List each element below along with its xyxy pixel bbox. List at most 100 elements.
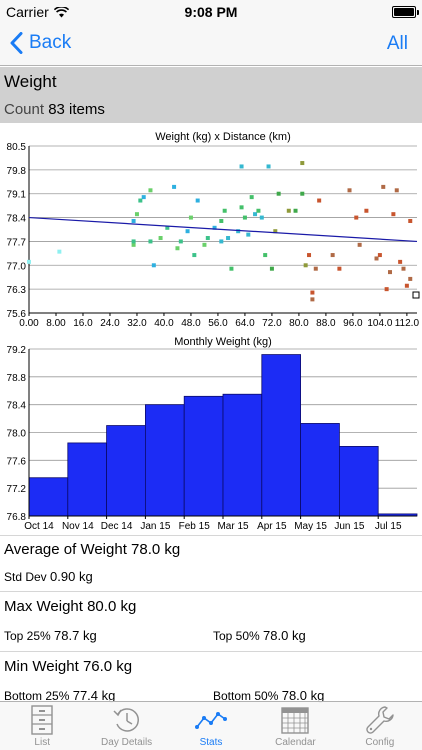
bottom50-label: Bottom 50% 78.0 kg	[213, 688, 324, 703]
scatter-x-tick: 32.0	[127, 318, 147, 329]
scatter-x-tick: 88.0	[316, 318, 336, 329]
scatter-point	[408, 218, 413, 223]
scatter-point	[131, 242, 136, 247]
scatter-point	[212, 225, 217, 230]
scatter-x-tick: 24.0	[100, 318, 120, 329]
tab-stats[interactable]: Stats	[169, 702, 253, 750]
bar-title: Monthly Weight (kg)	[174, 336, 272, 348]
bar-x-tick: Jun 15	[334, 521, 364, 532]
bar-x-tick: Jan 15	[140, 521, 170, 532]
status-bar: Carrier 9:08 PM	[0, 0, 422, 24]
count-prefix: Count	[4, 101, 45, 118]
scatter-point	[266, 164, 271, 169]
scatter-chart: Weight (kg) x Distance (km) 80.5 79.8 79.1 7…	[0, 124, 422, 330]
scatter-y-tick: 76.3	[7, 285, 27, 296]
scatter-point	[236, 229, 241, 234]
battery-icon	[392, 6, 419, 18]
tab-stats-label: Stats	[199, 737, 223, 748]
scatter-point	[313, 266, 318, 271]
bar	[28, 477, 69, 517]
scatter-point	[239, 205, 244, 210]
scatter-point	[229, 266, 234, 271]
scatter-point	[384, 287, 389, 292]
bar-y-tick: 77.6	[7, 456, 27, 467]
scatter-point	[178, 239, 183, 244]
bar	[261, 354, 301, 517]
scatter-x-tick: 80.0	[289, 318, 309, 329]
bar-y-tick: 77.2	[7, 484, 27, 495]
scatter-point	[148, 239, 153, 244]
std-dev-label: Std Dev 0.90 kg	[4, 569, 93, 584]
scatter-x-tick: 96.0	[343, 318, 363, 329]
scatter-point	[317, 198, 322, 203]
tab-calendar[interactable]: Calendar	[253, 702, 337, 750]
bar-x-tick: May 15	[294, 521, 327, 532]
average-label-text: Average of Weight	[4, 541, 127, 558]
scatter-point	[374, 256, 379, 261]
scatter-x-tick: 40.0	[154, 318, 174, 329]
scatter-y-tick: 78.4	[7, 214, 27, 225]
top25-label-text: Top 25%	[4, 629, 51, 643]
bottom25-label-text: Bottom 25%	[4, 689, 70, 703]
wifi-icon	[53, 6, 69, 17]
scatter-point	[310, 297, 315, 302]
scatter-point	[401, 266, 406, 271]
scatter-point	[239, 164, 244, 169]
scatter-point	[300, 191, 305, 196]
scatter-point	[398, 259, 403, 264]
scatter-point	[300, 161, 305, 166]
scatter-trendline	[28, 216, 418, 243]
scatter-x-tick: 56.0	[208, 318, 228, 329]
tab-list[interactable]: List	[0, 702, 84, 750]
scatter-point	[347, 188, 352, 193]
cabinet-icon	[31, 705, 53, 735]
max-row: Max Weight 80.0 kg	[0, 591, 422, 621]
chevron-left-icon	[10, 32, 23, 54]
scatter-marker-box	[412, 291, 420, 299]
scatter-x-tick: 16.0	[73, 318, 93, 329]
scatter-point	[219, 239, 224, 244]
scatter-point	[256, 208, 261, 213]
scatter-y-tick: 79.1	[7, 190, 27, 201]
bar	[144, 404, 185, 517]
scatter-point	[195, 198, 200, 203]
scatter-point	[185, 229, 190, 234]
min-row: Min Weight 76.0 kg	[0, 651, 422, 679]
calendar-icon	[281, 707, 310, 734]
scatter-point	[172, 184, 177, 189]
tab-day-details[interactable]: Day Details	[84, 702, 168, 750]
clock-icon	[113, 708, 139, 732]
tab-config[interactable]: Config	[338, 702, 422, 750]
scatter-y-tick: 77.0	[7, 261, 27, 272]
scatter-point	[205, 236, 210, 241]
tab-config-label: Config	[365, 737, 395, 748]
bar-chart-svg: Monthly Weight (kg) 79.2 78.8 78.4 78.0 77.6 7…	[7, 336, 418, 532]
scatter-point	[286, 208, 291, 213]
std-dev-label-text: Std Dev	[4, 570, 47, 584]
bar-y-tick: 78.4	[7, 401, 27, 412]
tab-day-details-label: Day Details	[101, 737, 153, 748]
scatter-point	[188, 215, 193, 220]
scatter-point	[357, 242, 362, 247]
bar-x-tick: Feb 15	[179, 521, 211, 532]
scatter-point	[192, 253, 197, 258]
average-label: Average of Weight 78.0 kg	[4, 541, 180, 558]
bar-y-tick: 76.8	[7, 512, 27, 523]
top50-label: Top 50% 78.0 kg	[213, 628, 306, 643]
std-dev-value: 0.90 kg	[50, 569, 93, 584]
bar	[67, 442, 108, 517]
status-time: 9:08 PM	[184, 4, 238, 20]
scatter-x-tick: 104.0	[367, 318, 392, 329]
scatter-x-tick: 8.00	[46, 318, 66, 329]
bar	[300, 423, 340, 517]
bottom25-value: 77.4 kg	[72, 688, 116, 703]
scatter-point	[242, 215, 247, 220]
scatter-title: Weight (kg) x Distance (km)	[155, 131, 291, 143]
all-button[interactable]: All	[386, 33, 408, 54]
back-button[interactable]: Back	[10, 32, 71, 54]
scatter-point	[354, 215, 359, 220]
top-percentile-row: Top 25% 78.7 kg Top 50% 78.0 kg	[0, 621, 422, 651]
scatter-point	[381, 184, 386, 189]
navigation-bar: Back All	[0, 24, 422, 66]
